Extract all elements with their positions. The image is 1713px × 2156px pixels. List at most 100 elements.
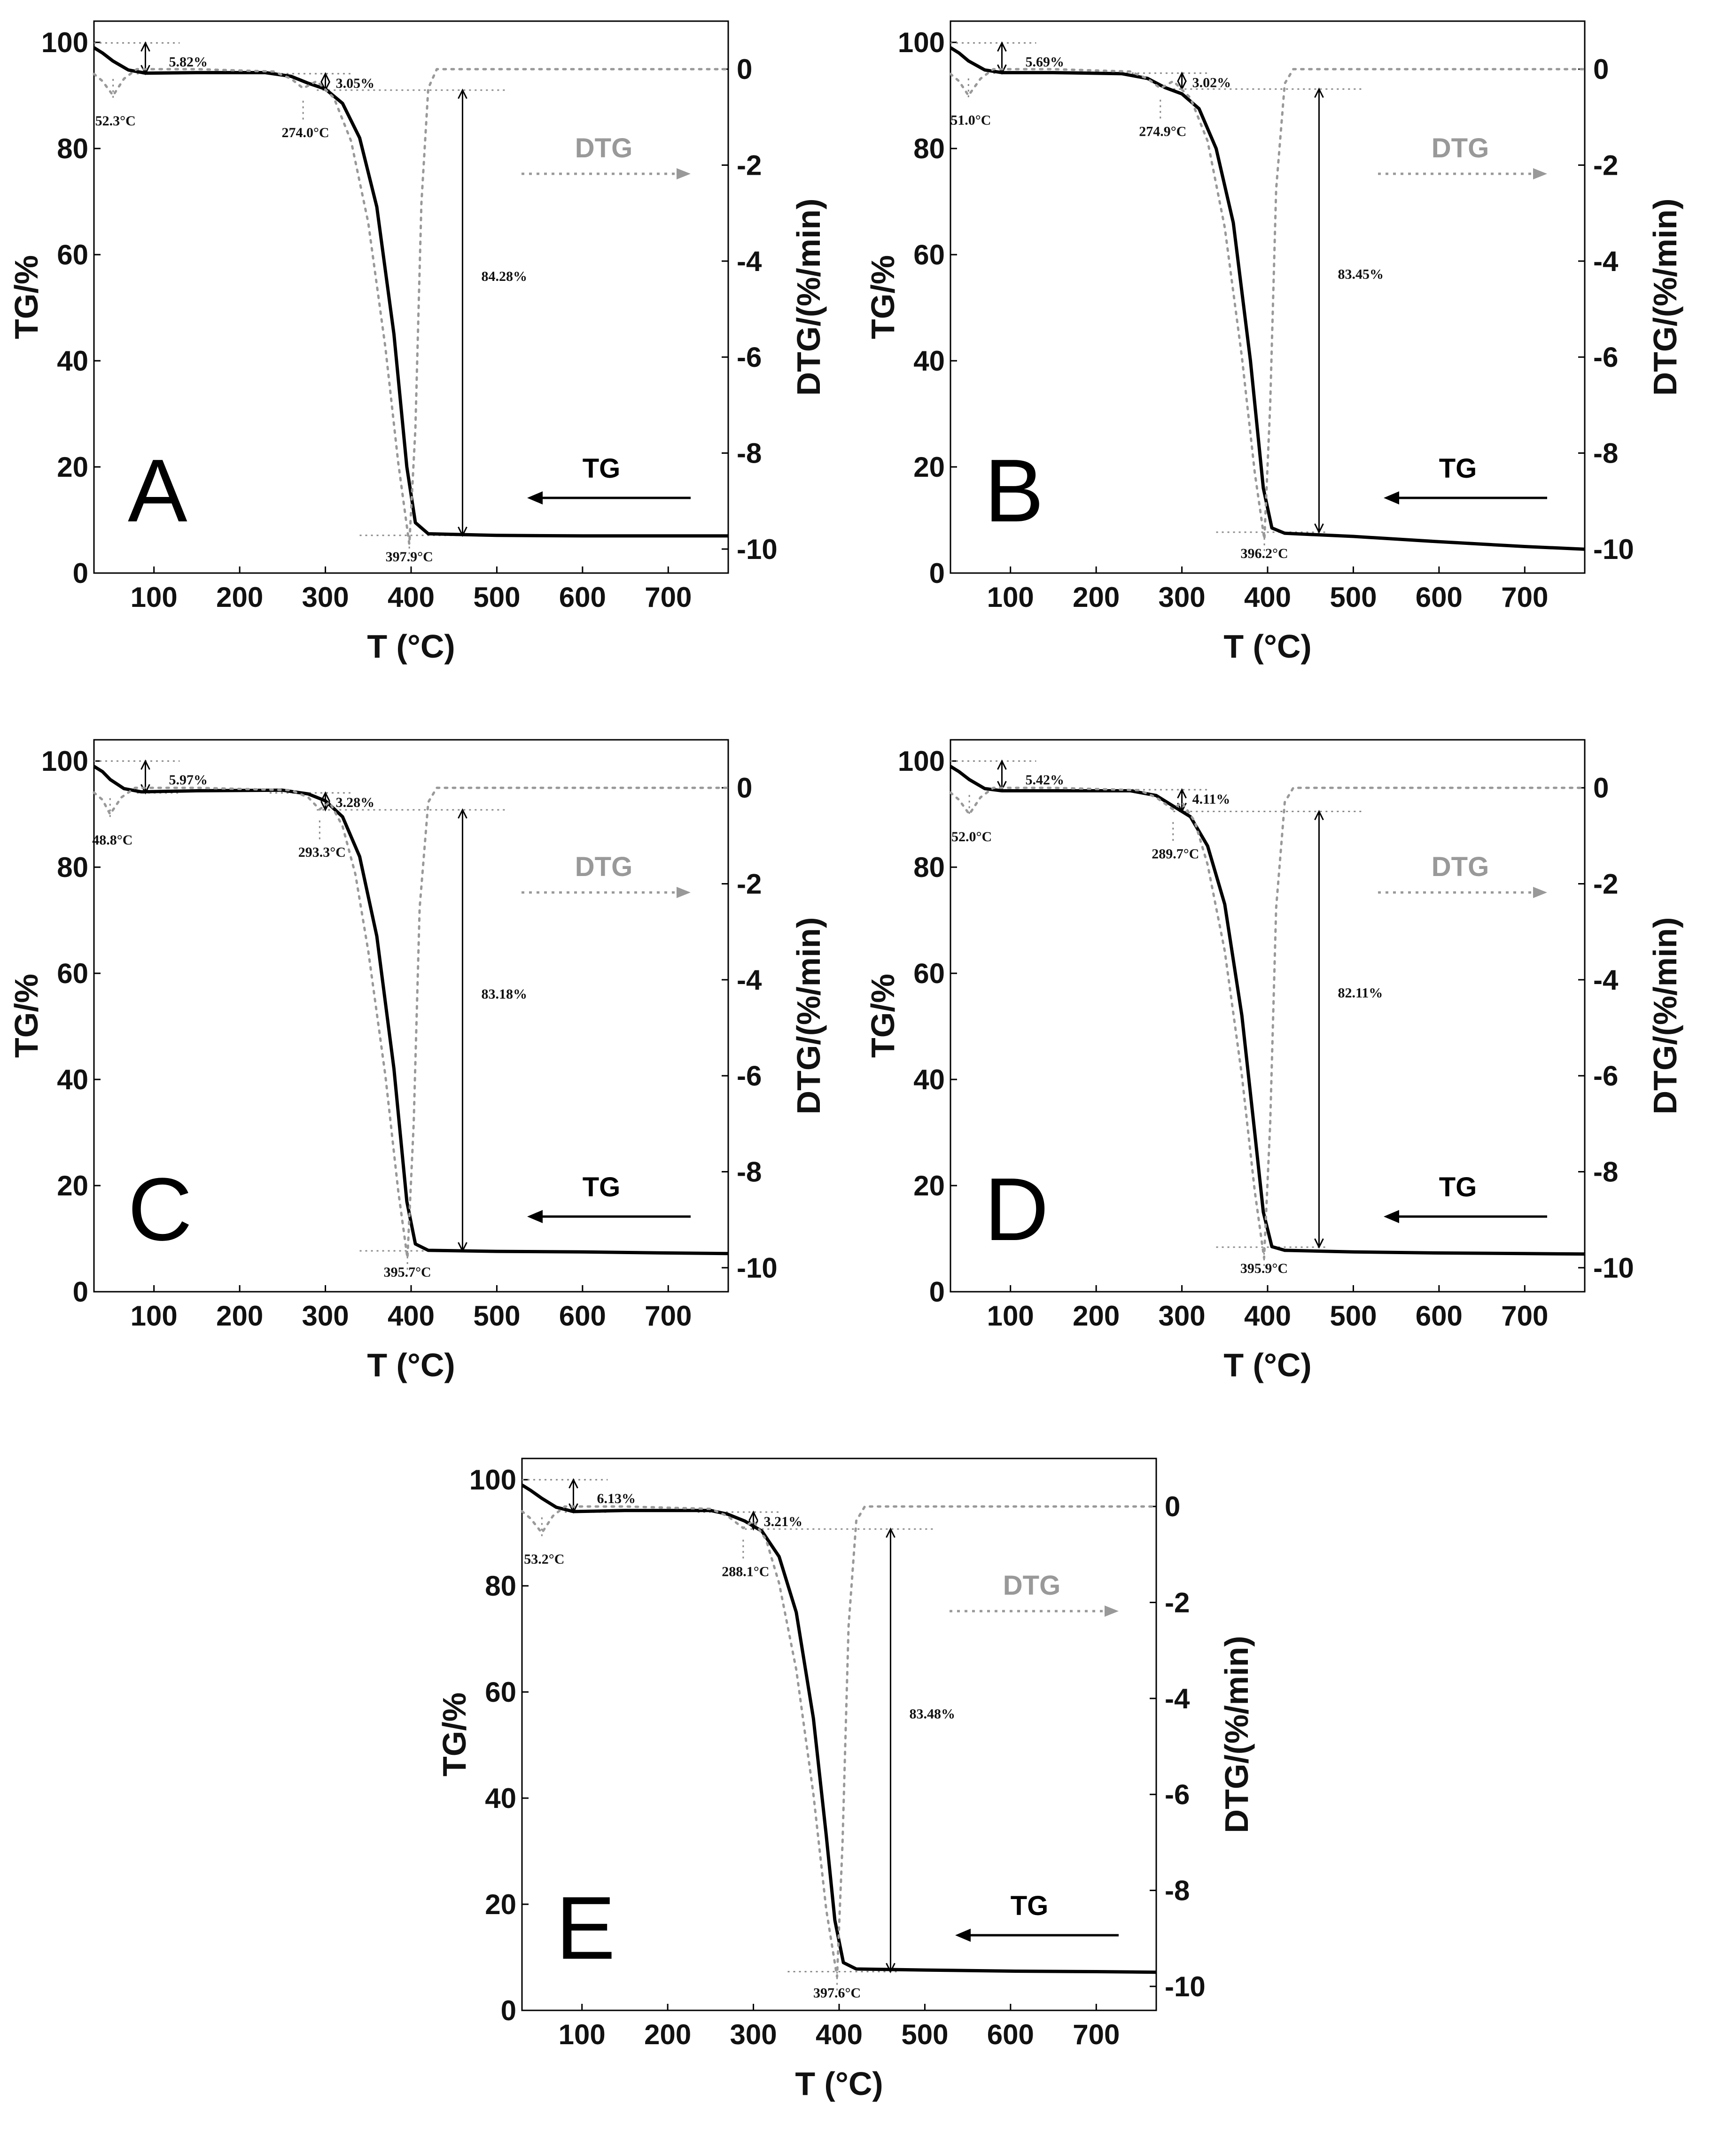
y-tick-label: 0 [501, 1995, 516, 2026]
y2-axis-title: DTG/(%/min) [790, 199, 827, 396]
arrow-head [458, 88, 467, 99]
peak2-label: 274.9°C [1139, 124, 1186, 140]
legend-tg-arrowhead [955, 1929, 971, 1942]
chart-svg: 100 200 300 400 500 600 700 0 20 40 60 80 100 0 -2 -4 -6… [436, 1458, 1255, 2102]
chart-panel-d: 100 200 300 400 500 600 700 0 20 40 60 80 100 0 -2 -4 -6… [856, 719, 1713, 1437]
y2-tick-label: -2 [1165, 1587, 1190, 1619]
y2-axis-title: DTG/(%/min) [1218, 1636, 1255, 1833]
arrow-head [140, 759, 150, 770]
series-tg-line [93, 46, 728, 538]
x-tick-label: 400 [1244, 1300, 1291, 1332]
legend-dtg-label: DTG [1003, 1570, 1060, 1601]
y2-axis-title: DTG/(%/min) [790, 917, 827, 1115]
x-tick-label: 300 [1159, 1300, 1206, 1332]
arrow-head [320, 72, 330, 83]
y-axis-title: TG/% [8, 974, 45, 1058]
arrow-head [458, 808, 467, 819]
y2-axis-title: DTG/(%/min) [1647, 917, 1683, 1115]
y-tick-label: 80 [913, 852, 945, 883]
y2-tick-label: 0 [1165, 1491, 1180, 1522]
y2-tick-label: -10 [1593, 1252, 1634, 1284]
y2-tick-label: -10 [1593, 534, 1634, 565]
y-axis-title: TG/% [436, 1692, 473, 1776]
y-tick-label: 60 [485, 1676, 516, 1708]
legend-tg-label: TG [1439, 1172, 1477, 1202]
arrow-head [1177, 71, 1187, 82]
y2-tick-label: -4 [1593, 246, 1619, 277]
chart-svg: 100 200 300 400 500 600 700 0 20 40 60 80 100 0 -2 -4 -6… [8, 739, 827, 1383]
y2-tick-label: 0 [737, 772, 752, 804]
series-dtg-line [949, 68, 1586, 541]
chart-svg: 100 200 300 400 500 600 700 0 20 40 60 80 100 0 -2 -4 -6… [864, 20, 1683, 665]
loss3-label: 84.28% [481, 269, 527, 284]
x-tick-label: 500 [1330, 1300, 1377, 1332]
y2-tick-label: -4 [737, 246, 762, 277]
peak1-label: 48.8°C [92, 832, 132, 848]
x-tick-label: 100 [987, 1300, 1034, 1332]
x-tick-label: 400 [388, 1300, 435, 1332]
arrow-head [1314, 523, 1324, 534]
legend-dtg-label: DTG [1432, 852, 1489, 882]
arrow-head [997, 41, 1007, 52]
y2-tick-label: -8 [737, 438, 762, 469]
y-tick-label: 80 [913, 133, 945, 164]
x-tick-label: 600 [987, 2019, 1034, 2050]
y2-tick-label: -4 [1593, 964, 1619, 996]
y-tick-label: 100 [41, 745, 88, 777]
y-axis-title: TG/% [8, 255, 45, 339]
legend-dtg-label: DTG [1432, 133, 1489, 163]
x-tick-label: 500 [473, 1300, 520, 1332]
y-tick-label: 100 [898, 27, 945, 58]
chart-svg: 100 200 300 400 500 600 700 0 20 40 60 80 100 0 -2 -4 -6… [864, 739, 1683, 1383]
y-tick-label: 20 [913, 451, 945, 483]
y-axis-title: TG/% [864, 974, 901, 1058]
loss1-label: 5.97% [169, 772, 208, 788]
y2-tick-label: -8 [1593, 438, 1618, 469]
peak3-label: 397.9°C [386, 549, 433, 565]
x-tick-label: 600 [1416, 582, 1463, 613]
y2-tick-label: -2 [1593, 150, 1618, 181]
x-tick-label: 700 [645, 582, 692, 613]
x-axis-title: T (°C) [367, 628, 455, 665]
loss2-label: 3.02% [1192, 75, 1231, 91]
y2-tick-label: -6 [737, 1060, 762, 1092]
x-tick-label: 400 [1244, 582, 1291, 613]
y-tick-label: 60 [913, 958, 945, 989]
y2-tick-label: -4 [1165, 1683, 1190, 1714]
y-tick-label: 60 [57, 958, 88, 989]
legend-dtg-arrowhead [677, 887, 691, 898]
y2-tick-label: 0 [737, 54, 752, 85]
peak2-label: 288.1°C [722, 1564, 769, 1579]
y-tick-label: 80 [57, 133, 88, 164]
y2-tick-label: -8 [1165, 1875, 1190, 1907]
legend-dtg-arrowhead [1533, 168, 1547, 179]
x-axis-title: T (°C) [1223, 1347, 1311, 1383]
y2-tick-label: 0 [1593, 772, 1609, 804]
x-tick-label: 100 [559, 2019, 606, 2050]
panel-letter: E [556, 1878, 615, 1978]
x-axis-title: T (°C) [1223, 628, 1311, 665]
y2-tick-label: -10 [1165, 1971, 1206, 2002]
series-dtg-line [93, 68, 730, 546]
y2-axis-title: DTG/(%/min) [1647, 199, 1683, 396]
y-tick-label: 60 [913, 239, 945, 271]
legend-dtg-arrowhead [1533, 887, 1547, 898]
x-tick-label: 100 [131, 582, 178, 613]
y2-tick-label: -2 [737, 869, 762, 900]
x-tick-label: 400 [388, 582, 435, 613]
y2-tick-label: -6 [1165, 1779, 1190, 1810]
loss1-label: 6.13% [597, 1491, 636, 1506]
legend-tg-arrowhead [527, 1210, 543, 1223]
x-tick-label: 100 [131, 1300, 178, 1332]
y-tick-label: 0 [929, 1276, 945, 1308]
legend-tg-arrowhead [527, 491, 543, 504]
y2-tick-label: -10 [737, 1252, 778, 1284]
panel-letter: D [984, 1160, 1049, 1259]
panel-letter: B [984, 441, 1044, 541]
legend-dtg-arrowhead [1105, 1605, 1119, 1617]
y2-tick-label: 0 [1593, 54, 1609, 85]
x-tick-label: 300 [302, 582, 349, 613]
arrow-head [1177, 788, 1187, 799]
y-tick-label: 60 [57, 239, 88, 271]
loss2-label: 3.28% [336, 795, 375, 810]
